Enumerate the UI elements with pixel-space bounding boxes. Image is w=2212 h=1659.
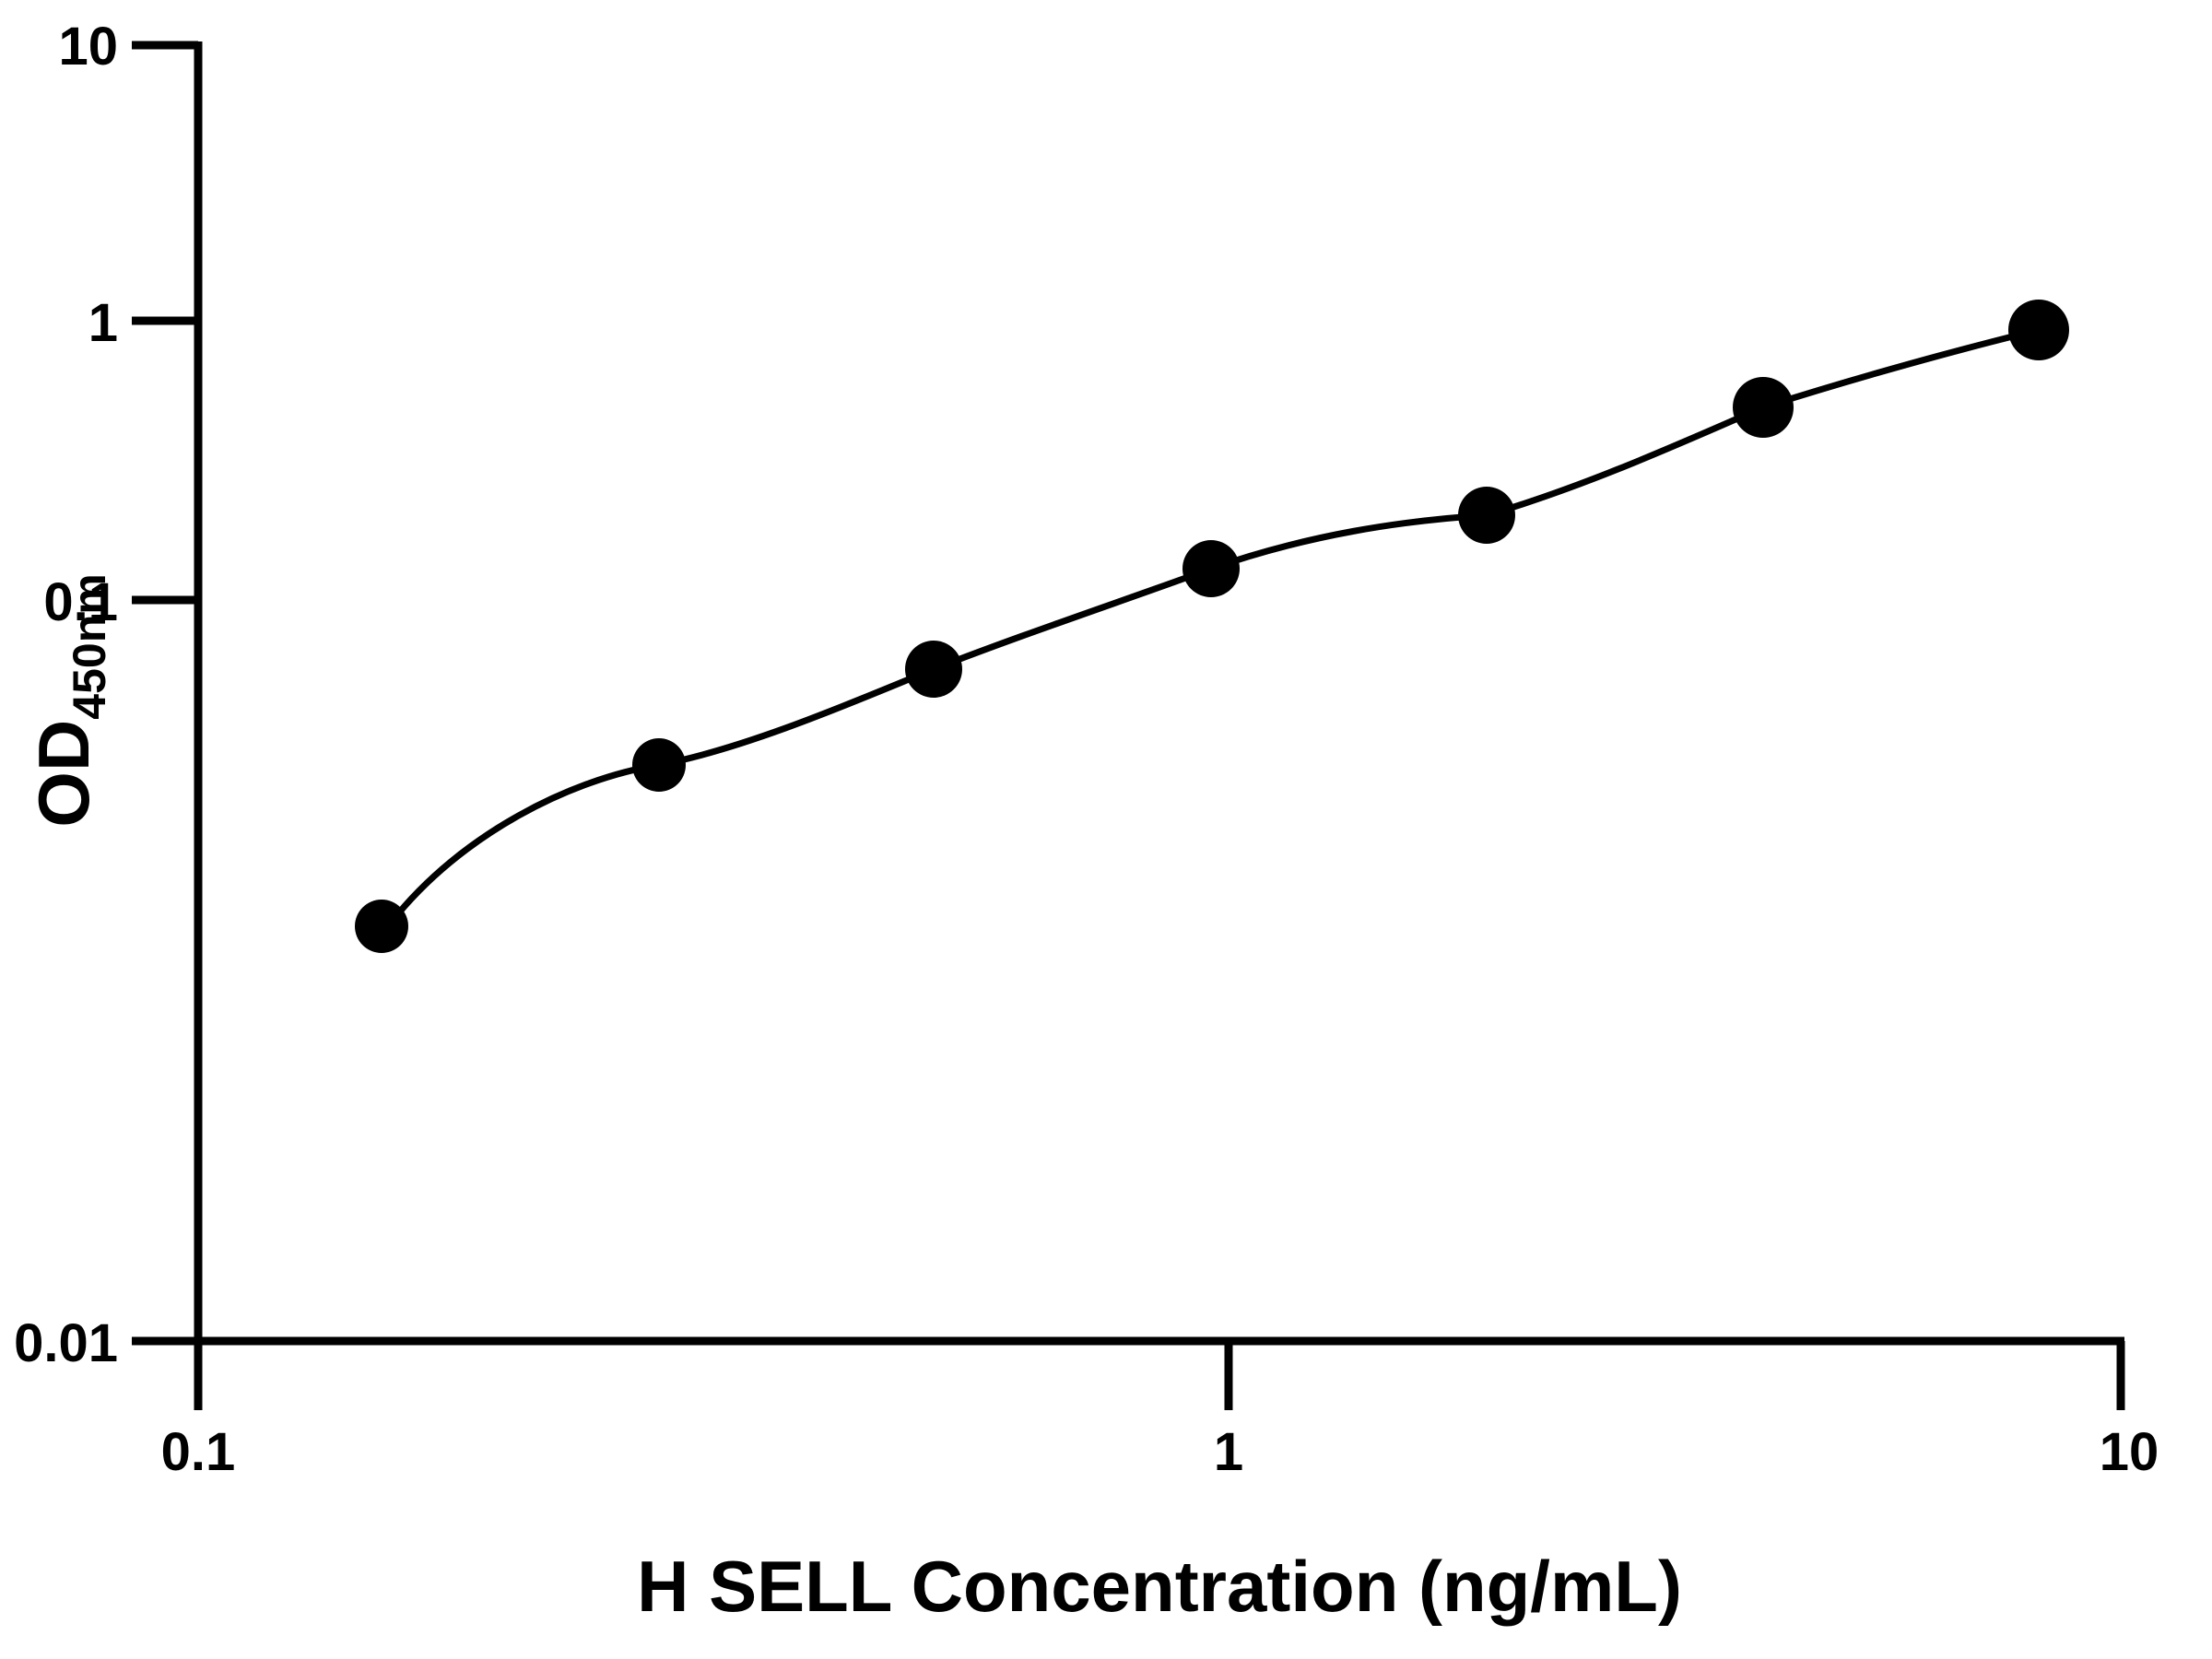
y-axis-title-group: OD450nm	[23, 573, 115, 827]
y-axis-ticks	[132, 41, 198, 1346]
x-tick-label-1: 1	[1214, 1422, 1243, 1482]
data-point-1[interactable]	[355, 900, 408, 953]
fitted-curve	[388, 326, 2042, 925]
x-axis-tick-labels: 0.1 1 10	[161, 1422, 2159, 1482]
y-axis-tick-labels: 10 1 0.1 0.01	[14, 17, 118, 1373]
x-axis-title: H SELL Concentration (ng/mL)	[637, 1546, 1682, 1627]
data-point-6[interactable]	[1733, 377, 1794, 438]
data-point-5[interactable]	[1458, 487, 1515, 544]
data-point-2[interactable]	[632, 738, 686, 792]
data-point-7[interactable]	[2008, 300, 2069, 360]
y-tick-label-10: 10	[58, 17, 118, 76]
y-axis-title: OD450nm	[23, 573, 115, 827]
y-tick-label-0.01: 0.01	[14, 1313, 118, 1373]
curve-series-group	[388, 326, 2042, 925]
y-tick-label-1: 1	[88, 293, 118, 353]
axis-frame	[194, 41, 2125, 1410]
data-markers-group	[355, 300, 2069, 953]
data-point-4[interactable]	[1182, 540, 1240, 597]
y-axis-title-main: OD	[23, 720, 104, 828]
y-tick-label-0.1: 0.1	[43, 572, 118, 632]
data-point-3[interactable]	[905, 641, 962, 698]
x-tick-label-0.1: 0.1	[161, 1422, 236, 1482]
x-tick-label-10: 10	[2100, 1422, 2159, 1482]
y-axis-title-subscript: 450nm	[64, 573, 115, 719]
x-axis-ticks	[194, 1341, 1233, 1410]
